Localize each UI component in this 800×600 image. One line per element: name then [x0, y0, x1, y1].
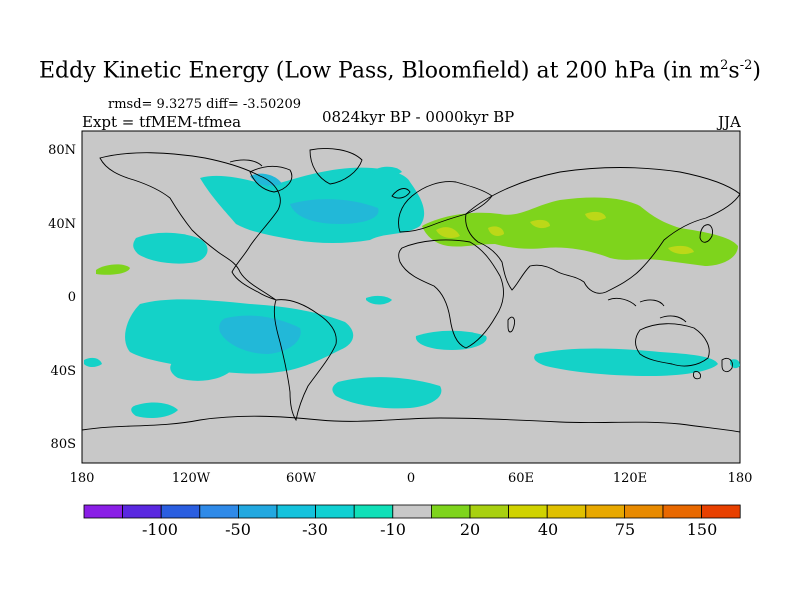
lon-tick-label: 60E [507, 471, 535, 486]
figure-title: Eddy Kinetic Energy (Low Pass, Bloomfiel… [39, 58, 761, 84]
colorbar-tick-label: -50 [225, 520, 251, 539]
colorbar-box [83, 504, 123, 519]
colorbar [83, 504, 741, 519]
map-background [81, 130, 741, 464]
lat-tick-label: 0 [67, 290, 76, 305]
lon-tick-label: 0 [406, 471, 416, 486]
lon-tick-label: 60W [286, 471, 316, 486]
colorbar-box [353, 504, 394, 519]
colorbar-box [701, 504, 741, 519]
lon-tick-label: 120E [612, 471, 648, 486]
lon-tick-label: 120W [171, 471, 211, 486]
lon-tick-label: 180 [69, 471, 95, 486]
colorbar-tick-label: -100 [142, 520, 178, 539]
colorbar-tick-label: 20 [459, 520, 481, 539]
period-label: 0824kyr BP - 0000kyr BP [322, 108, 515, 126]
colorbar-box [392, 504, 432, 519]
colorbar-tick-label: 75 [614, 520, 636, 539]
lat-tick-label: 40N [48, 217, 76, 232]
colorbar-box [662, 504, 702, 519]
colorbar-box [430, 504, 471, 519]
colorbar-box [546, 504, 587, 519]
colorbar-tick-label: 40 [537, 520, 559, 539]
colorbar-box [237, 504, 278, 519]
season-label: JJA [718, 113, 741, 131]
lat-tick-label: 80S [50, 437, 76, 452]
colorbar-tick-label: -30 [302, 520, 328, 539]
colorbar-tick-label: -10 [380, 520, 406, 539]
colorbar-box [508, 504, 548, 519]
lat-tick-label: 80N [48, 143, 76, 158]
colorbar-box [624, 504, 664, 519]
colorbar-box [315, 504, 355, 519]
colorbar-box [160, 504, 201, 519]
colorbar-box [585, 504, 625, 519]
negative-anomaly-regions [84, 166, 740, 418]
stats-label: rmsd= 9.3275 diff= -3.50209 [108, 97, 302, 112]
positive-anomaly-regions [96, 197, 738, 275]
colorbar-box [276, 504, 316, 519]
colorbar-box [469, 504, 509, 519]
colorbar-tick-label: 150 [686, 520, 718, 539]
coastlines [81, 148, 741, 433]
colorbar-box [122, 504, 162, 519]
lat-tick-label: 40S [50, 364, 76, 379]
experiment-label: Expt = tfMEM-tfmea [82, 113, 242, 131]
lon-tick-label: 180 [727, 471, 753, 486]
colorbar-box [199, 504, 239, 519]
